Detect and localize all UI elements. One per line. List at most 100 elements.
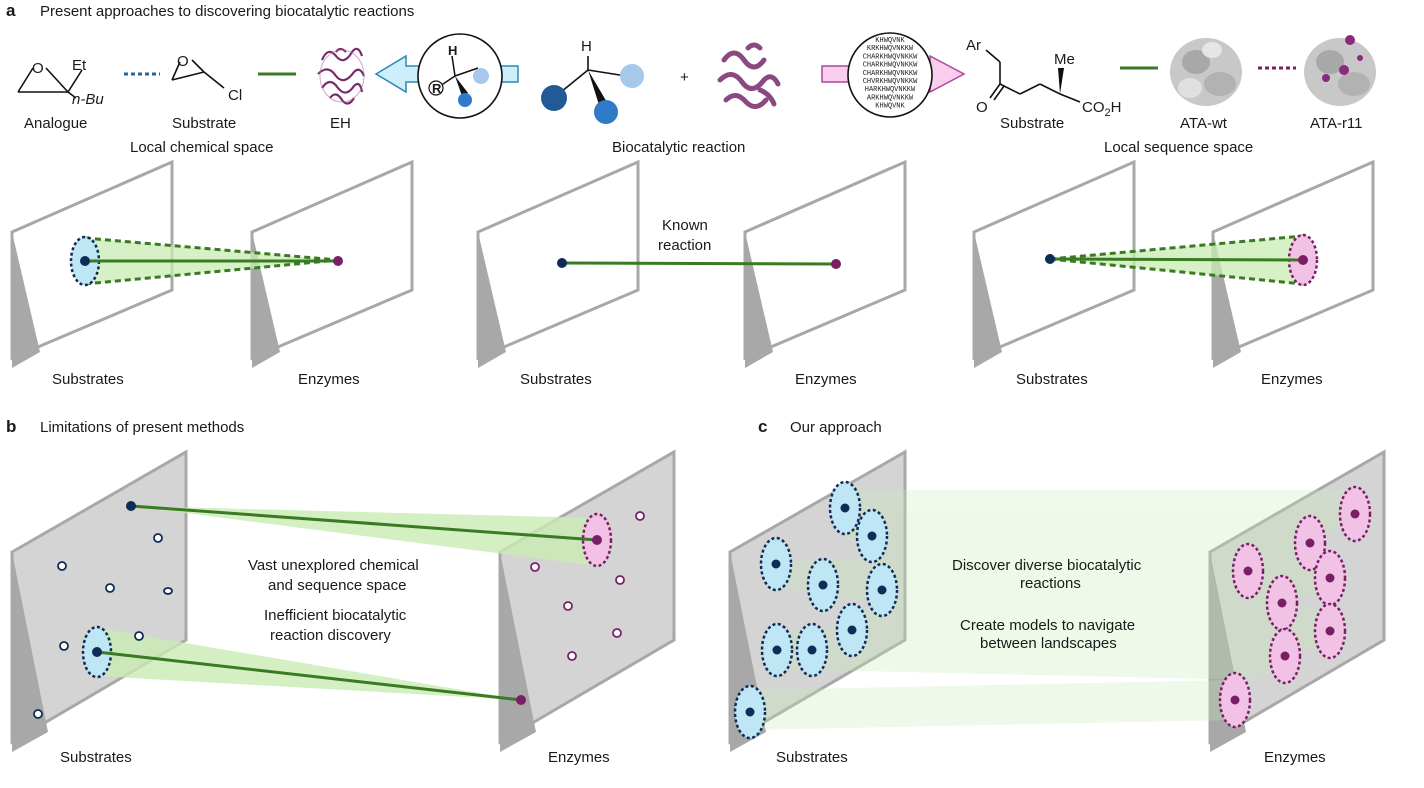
a-mid-enzymes-label: Enzymes <box>795 371 857 388</box>
a-left-substrate-dot <box>80 256 90 266</box>
c-text1-line1: Discover diverse biocatalytic <box>952 557 1142 574</box>
sequence-row: KRKHWQVNKKW <box>867 45 914 53</box>
wedge-bond <box>455 76 468 96</box>
a-right-substrates-label: Substrates <box>1016 371 1088 388</box>
substrate-left-cl: Cl <box>228 87 242 104</box>
ata-wt-label: ATA-wt <box>1180 115 1228 132</box>
b-substrates-label: Substrates <box>60 749 132 766</box>
r-group-label: R <box>432 81 442 96</box>
a-right-reaction-line <box>1049 257 1304 262</box>
substrate-right-label: Substrate <box>1000 115 1064 132</box>
focus-hydrogen: H <box>448 43 457 58</box>
b-lower-substrate-dot <box>92 647 102 657</box>
analogue-nbu: n-Bu <box>72 91 104 108</box>
a-left-enzymes-label: Enzymes <box>298 371 360 388</box>
substrate-left-label: Substrate <box>172 115 236 132</box>
sequence-row: CHARKHWQVNKKW <box>863 62 918 70</box>
central-dark-sphere <box>541 85 567 111</box>
b-enzyme-plane <box>498 449 676 752</box>
eh-label: EH <box>330 115 351 132</box>
small-light-blue-sphere <box>473 68 489 84</box>
b-lower-enzyme-dot <box>516 695 526 705</box>
carbonyl-oxygen: O <box>976 99 988 116</box>
sequence-focus-circle <box>847 32 933 118</box>
panel-c-title: Our approach <box>790 419 882 436</box>
methyl-wedge <box>1058 68 1064 94</box>
analogue-label: Analogue <box>24 115 87 132</box>
me-group: Me <box>1054 51 1075 68</box>
b-text2-line1: Inefficient biocatalytic <box>264 607 407 624</box>
panel-b-letter: b <box>6 417 16 436</box>
c-text2-line1: Create models to navigate <box>960 617 1135 634</box>
sequence-row: CHARKHWQVNKKW <box>863 70 918 78</box>
panel-b-title: Limitations of present methods <box>40 419 244 436</box>
b-substrate-open-circles <box>33 533 173 719</box>
a-mid-enzyme-plane <box>743 159 907 368</box>
local-sequence-space-caption: Local sequence space <box>1104 139 1253 156</box>
substrate-left-oxygen: O <box>177 53 189 70</box>
a-mid-substrate-dot <box>557 258 567 268</box>
sequence-row: CHVRKHWQVNKKW <box>863 78 918 86</box>
c-text2-line2: between landscapes <box>980 635 1117 652</box>
panel-a-letter: a <box>6 1 16 20</box>
c-text1-line2: reactions <box>1020 575 1081 592</box>
sequence-row: ARKHWQVNKKW <box>867 94 914 102</box>
central-light-sphere <box>620 64 644 88</box>
local-chemical-space-caption: Local chemical space <box>130 139 273 156</box>
sequence-row: KHWQVNK <box>875 37 905 45</box>
b-upper-enzyme-dot <box>592 535 602 545</box>
small-mid-blue-sphere <box>458 93 472 107</box>
substrate-right-structure <box>985 49 1081 103</box>
ata-wt-protein-icon <box>1170 38 1242 106</box>
a-mid-substrates-label: Substrates <box>520 371 592 388</box>
analogue-oxygen: O <box>32 60 44 77</box>
central-protein-icon <box>717 42 781 109</box>
sequence-rows: KHWQVNKKRKHWQVNKKWCHARKHWQVNKKWCHARKHWQV… <box>863 37 918 111</box>
bond-a <box>454 67 479 77</box>
c-substrate-dots <box>745 503 887 717</box>
b-text1-line1: Vast unexplored chemical <box>248 557 419 574</box>
a-right-cone-top <box>1049 234 1304 261</box>
a-left-cone-top <box>84 236 339 262</box>
analogue-structure <box>17 67 83 99</box>
biocatalytic-reaction-caption: Biocatalytic reaction <box>612 139 745 156</box>
plus-sign: + <box>680 69 689 86</box>
c-enzyme-dots <box>1230 509 1360 705</box>
a-left-substrates-label: Substrates <box>52 371 124 388</box>
b-upper-cone <box>131 506 597 566</box>
c-connection-cones <box>750 490 1355 730</box>
ata-r11-protein-icon <box>1304 35 1376 106</box>
central-mid-sphere <box>594 100 618 124</box>
b-text1-line2: and sequence space <box>268 577 406 594</box>
substrate-left-structure <box>171 59 225 89</box>
b-lower-reaction-line <box>96 650 522 702</box>
b-enzymes-label: Enzymes <box>548 749 610 766</box>
b-upper-reaction-line <box>130 504 598 542</box>
sequence-row: KHWQVNK <box>875 103 905 111</box>
ata-r11-label: ATA-r11 <box>1310 115 1363 132</box>
b-lower-cone <box>97 628 521 700</box>
central-hydrogen: H <box>581 38 592 55</box>
a-right-enzymes-label: Enzymes <box>1261 371 1323 388</box>
central-bond-right <box>587 69 627 77</box>
a-mid-reaction-line <box>561 261 837 266</box>
a-right-enzyme-dot <box>1298 255 1308 265</box>
a-left-enzyme-dot <box>333 256 343 266</box>
a-right-cone-bottom <box>1049 257 1304 286</box>
chemistry-focus-circle <box>417 33 503 119</box>
known-reaction-line2: reaction <box>658 237 711 254</box>
sequence-row: CHARKHWQVNKKW <box>863 53 918 61</box>
known-reaction-line1: Known <box>662 217 708 234</box>
b-enzyme-open-circles <box>530 511 645 661</box>
ar-group: Ar <box>966 37 981 54</box>
b-substrate-plane <box>10 449 188 752</box>
sequence-row: HARKHWQVNKKW <box>865 86 916 94</box>
c-enzymes-label: Enzymes <box>1264 749 1326 766</box>
eh-protein-icon <box>317 47 366 105</box>
a-right-substrate-dot <box>1045 254 1055 264</box>
c-substrates-label: Substrates <box>776 749 848 766</box>
co2h-group: CO2H <box>1082 99 1121 119</box>
analogue-et: Et <box>72 57 87 74</box>
bond-h <box>451 55 456 77</box>
